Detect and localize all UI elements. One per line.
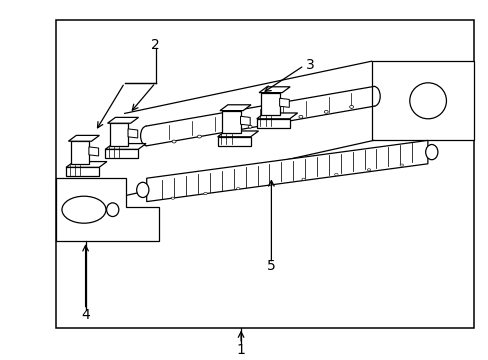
Ellipse shape	[366, 169, 370, 171]
Polygon shape	[107, 117, 138, 123]
Ellipse shape	[223, 130, 226, 133]
Polygon shape	[56, 178, 159, 241]
Polygon shape	[110, 123, 128, 146]
Polygon shape	[105, 144, 146, 149]
Polygon shape	[146, 140, 427, 202]
Polygon shape	[240, 116, 250, 125]
Ellipse shape	[409, 83, 446, 119]
Polygon shape	[256, 113, 297, 119]
Polygon shape	[105, 149, 138, 158]
Ellipse shape	[248, 125, 252, 128]
Text: 3: 3	[305, 58, 314, 72]
Text: 1: 1	[236, 343, 245, 357]
Polygon shape	[68, 135, 99, 141]
Ellipse shape	[106, 203, 119, 217]
Polygon shape	[217, 131, 258, 137]
Ellipse shape	[136, 182, 148, 198]
Polygon shape	[259, 87, 289, 93]
Ellipse shape	[399, 164, 403, 166]
Polygon shape	[71, 141, 89, 164]
Ellipse shape	[203, 192, 207, 194]
Ellipse shape	[171, 197, 174, 199]
Ellipse shape	[62, 196, 106, 223]
Polygon shape	[66, 162, 107, 167]
Ellipse shape	[324, 111, 327, 113]
Polygon shape	[66, 167, 99, 176]
Ellipse shape	[197, 135, 201, 138]
Polygon shape	[217, 137, 250, 146]
Ellipse shape	[269, 183, 272, 185]
Polygon shape	[222, 111, 240, 133]
Bar	[56, 20, 473, 328]
Ellipse shape	[301, 178, 305, 180]
Polygon shape	[220, 105, 250, 111]
Text: 4: 4	[81, 308, 90, 322]
Ellipse shape	[236, 188, 240, 190]
Polygon shape	[256, 119, 289, 128]
Polygon shape	[89, 147, 99, 156]
Ellipse shape	[334, 174, 337, 176]
Ellipse shape	[298, 115, 302, 118]
Polygon shape	[261, 93, 279, 115]
Ellipse shape	[349, 105, 353, 108]
Text: 2: 2	[151, 38, 160, 52]
Ellipse shape	[172, 140, 176, 143]
Polygon shape	[128, 129, 138, 138]
Bar	[371, 61, 473, 140]
Polygon shape	[279, 98, 289, 107]
Ellipse shape	[273, 120, 277, 123]
Text: 5: 5	[266, 260, 275, 273]
Ellipse shape	[425, 144, 437, 160]
